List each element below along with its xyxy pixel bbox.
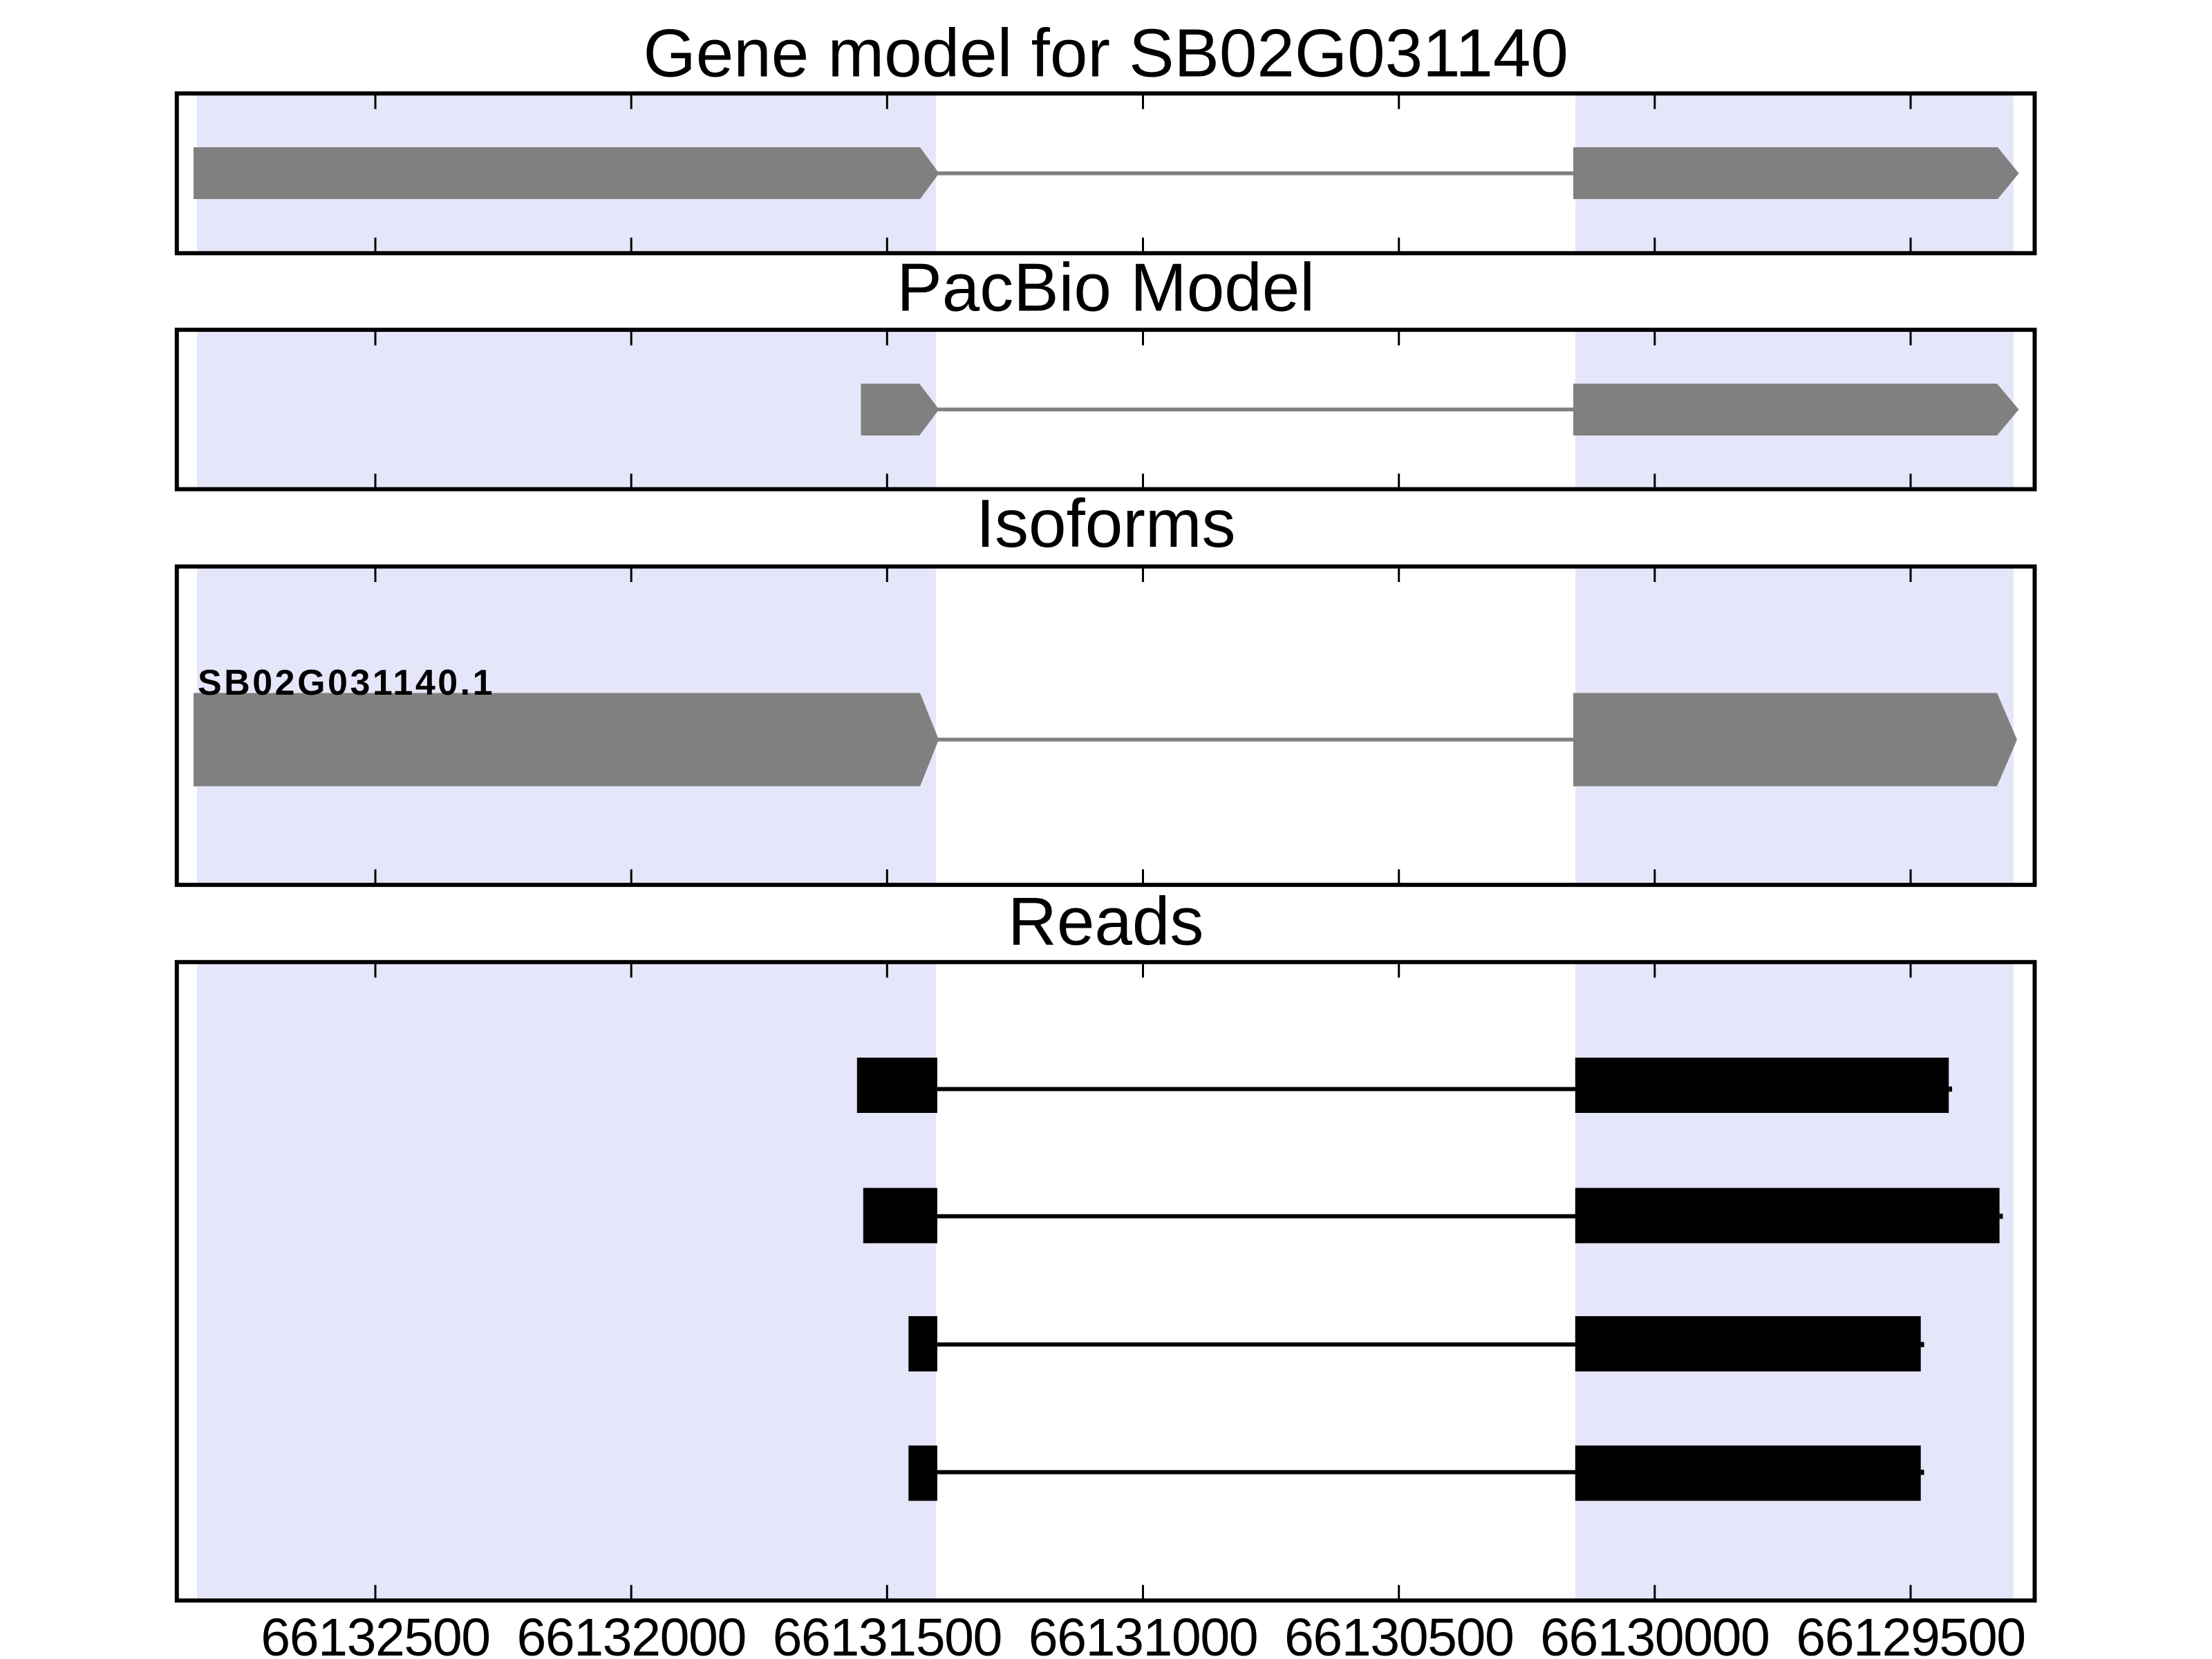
svg-text:66132500: 66132500: [261, 1608, 489, 1659]
svg-text:Gene model for SB02G031140: Gene model for SB02G031140: [643, 15, 1568, 91]
svg-text:66130500: 66130500: [1284, 1608, 1513, 1659]
svg-text:66132000: 66132000: [517, 1608, 746, 1659]
svg-text:Isoforms: Isoforms: [976, 485, 1236, 561]
svg-text:66131500: 66131500: [773, 1608, 1002, 1659]
svg-text:SB02G031140.1: SB02G031140.1: [198, 663, 495, 703]
svg-text:66129500: 66129500: [1796, 1608, 2025, 1659]
svg-text:PacBio Model: PacBio Model: [897, 250, 1315, 326]
svg-text:Reads: Reads: [1008, 883, 1203, 959]
svg-text:66131000: 66131000: [1029, 1608, 1257, 1659]
svg-text:66130000: 66130000: [1540, 1608, 1769, 1659]
